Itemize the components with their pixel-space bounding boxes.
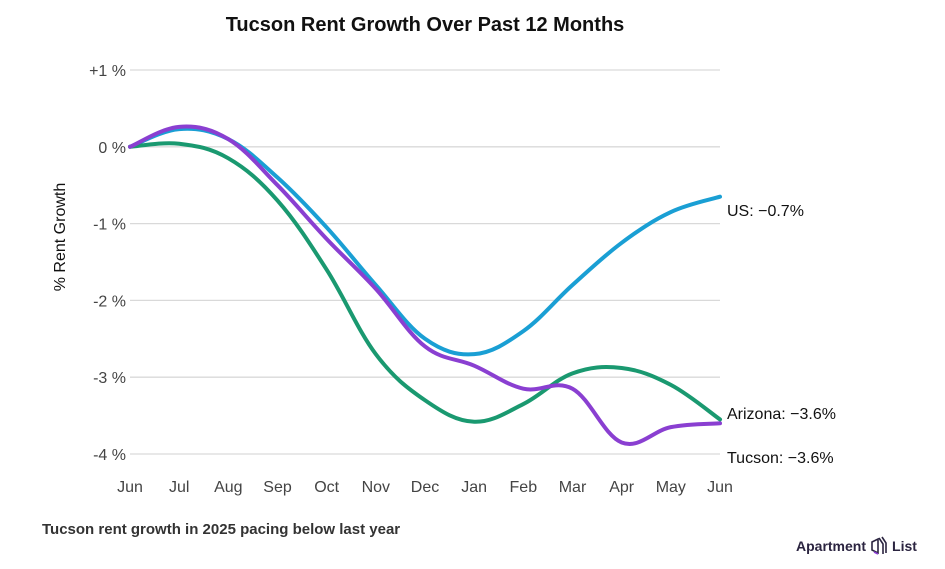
x-tick-label: Nov xyxy=(362,479,390,496)
x-axis-ticks: Jun Jul Aug Sep Oct Nov Dec Jan Feb Mar Apr May Jun xyxy=(117,479,733,496)
y-tick-label: -3 % xyxy=(93,370,126,387)
x-tick-label: Apr xyxy=(609,479,635,496)
brand-name-right: List xyxy=(892,538,917,554)
x-tick-label: Jul xyxy=(169,479,189,496)
end-label-arizona: Arizona: −3.6% xyxy=(727,406,836,423)
x-tick-label: Mar xyxy=(559,479,587,496)
y-tick-label: +1 % xyxy=(89,63,126,80)
x-tick-label: Jun xyxy=(707,479,733,496)
x-tick-label: Sep xyxy=(263,479,292,496)
x-tick-label: Aug xyxy=(214,479,242,496)
x-tick-label: Dec xyxy=(411,479,439,496)
end-labels: US: −0.7% Arizona: −3.6% Tucson: −3.6% xyxy=(727,203,836,467)
gridlines xyxy=(130,69,720,455)
chart-subtitle: Tucson rent growth in 2025 pacing below … xyxy=(42,521,401,538)
series-line-arizona xyxy=(128,141,722,424)
y-axis-ticks: +1 % 0 % -1 % -2 % -3 % -4 % xyxy=(89,63,126,464)
x-tick-label: Jun xyxy=(117,479,143,496)
apartment-list-logo-icon xyxy=(871,536,887,555)
x-tick-label: Oct xyxy=(314,479,339,496)
brand-name-left: Apartment xyxy=(796,538,867,554)
series-lines xyxy=(128,124,722,446)
brand-logo: Apartment List xyxy=(796,536,917,556)
end-label-tucson: Tucson: −3.6% xyxy=(727,450,834,467)
x-tick-label: Jan xyxy=(461,479,487,496)
series-line-us xyxy=(128,126,722,357)
x-tick-label: Feb xyxy=(510,479,538,496)
y-tick-label: -4 % xyxy=(93,447,126,464)
y-tick-label: -1 % xyxy=(93,217,126,234)
series-line-tucson xyxy=(128,124,722,446)
y-axis-label: % Rent Growth xyxy=(52,183,69,291)
x-tick-label: May xyxy=(656,479,686,496)
y-tick-label: 0 % xyxy=(98,140,126,157)
y-tick-label: -2 % xyxy=(93,293,126,310)
end-label-us: US: −0.7% xyxy=(727,203,804,220)
chart-title: Tucson Rent Growth Over Past 12 Months xyxy=(226,14,625,36)
